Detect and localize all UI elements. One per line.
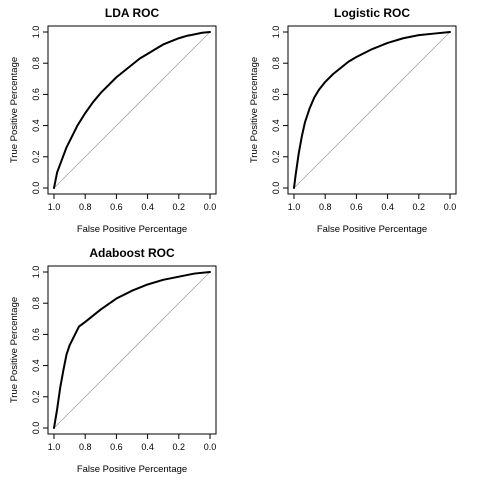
y-tick-label: 0.6	[271, 88, 281, 101]
y-tick-label: 0.2	[31, 151, 41, 164]
y-tick-label: 0.8	[31, 57, 41, 70]
reference-diagonal	[53, 271, 211, 429]
plot-frame	[47, 265, 217, 435]
y-tick-label: 0.8	[271, 57, 281, 70]
panel-logistic: Logistic ROC 1.0 0.8 0.6 0.4 0.2 0.0 0.00.20.…	[249, 6, 457, 235]
x-tick-label: 0.4	[381, 202, 394, 212]
y-tick-label: 1.0	[31, 266, 41, 279]
panel-adaboost: Adaboost ROC 1.0 0.8 0.6 0.4 0.2 0.0 0.00.20.…	[9, 246, 217, 475]
x-tick-label: 0.4	[141, 202, 154, 212]
y-tick-label: 0.6	[31, 88, 41, 101]
y-tick-label: 0.0	[31, 422, 41, 435]
y-tick-label: 1.0	[271, 26, 281, 39]
x-tick-label: 0.6	[350, 202, 363, 212]
x-tick-label: 0.8	[79, 442, 92, 452]
reference-diagonal	[293, 31, 451, 189]
y-axis: 0.0 0.2 0.4 0.6 0.8 1.0	[31, 266, 48, 435]
y-tick-label: 0.2	[31, 391, 41, 404]
x-tick-label: 1.0	[288, 202, 301, 212]
y-axis: 0.0 0.2 0.4 0.6 0.8 1.0	[271, 26, 288, 195]
roc-curve-group	[53, 271, 211, 429]
x-tick-label: 1.0	[48, 442, 61, 452]
y-tick-label: 0.6	[31, 328, 41, 341]
reference-diagonal-group	[293, 31, 451, 189]
panel-lda: LDA ROC 1.0 0.8 0.6 0.4 0.2 0.0 0.00.20.40.60…	[9, 6, 217, 235]
y-tick-label: 0.8	[31, 297, 41, 310]
y-tick-label: 0.4	[31, 119, 41, 132]
reference-diagonal	[53, 31, 211, 189]
y-axis: 0.0 0.2 0.4 0.6 0.8 1.0	[31, 26, 48, 195]
roc-curve-group	[53, 31, 211, 189]
y-axis-label: True Positive Percentage	[9, 297, 20, 403]
reference-diagonal-group	[53, 271, 211, 429]
x-tick-label: 0.6	[110, 442, 123, 452]
roc-curve-line	[53, 271, 211, 429]
y-tick-label: 0.0	[271, 182, 281, 195]
x-tick-label: 0.8	[319, 202, 332, 212]
plot-frame	[287, 25, 457, 195]
x-axis-label: False Positive Percentage	[77, 224, 187, 235]
panel-title: LDA ROC	[105, 6, 160, 20]
x-tick-label: 0.2	[173, 202, 186, 212]
roc-curve-line	[53, 31, 211, 189]
y-tick-label: 1.0	[31, 26, 41, 39]
y-tick-label: 0.0	[31, 182, 41, 195]
y-axis-label: True Positive Percentage	[249, 57, 260, 163]
panel-title: Logistic ROC	[334, 6, 410, 20]
x-tick-label: 0.6	[110, 202, 123, 212]
x-axis: 1.0 0.8 0.6 0.4 0.2 0.0	[288, 194, 457, 212]
x-axis: 1.0 0.8 0.6 0.4 0.2 0.0	[48, 434, 217, 452]
x-tick-label: 0.2	[173, 442, 186, 452]
y-tick-label: 0.4	[271, 119, 281, 132]
x-tick-label: 0.4	[141, 442, 154, 452]
x-axis: 1.0 0.8 0.6 0.4 0.2 0.0	[48, 194, 217, 212]
reference-diagonal-group	[53, 31, 211, 189]
x-tick-label: 0.0	[204, 202, 217, 212]
x-axis-label: False Positive Percentage	[77, 464, 187, 475]
x-tick-label: 0.0	[204, 442, 217, 452]
x-axis-label: False Positive Percentage	[317, 224, 427, 235]
panel-title: Adaboost ROC	[89, 246, 175, 260]
plot-frame	[47, 25, 217, 195]
x-tick-label: 0.0	[444, 202, 457, 212]
y-tick-label: 0.4	[31, 359, 41, 372]
x-tick-label: 1.0	[48, 202, 61, 212]
y-axis-label: True Positive Percentage	[9, 57, 20, 163]
x-tick-label: 0.8	[79, 202, 92, 212]
roc-curve-line	[293, 31, 451, 189]
x-tick-label: 0.2	[413, 202, 426, 212]
roc-curve-group	[293, 31, 451, 189]
y-tick-label: 0.2	[271, 151, 281, 164]
